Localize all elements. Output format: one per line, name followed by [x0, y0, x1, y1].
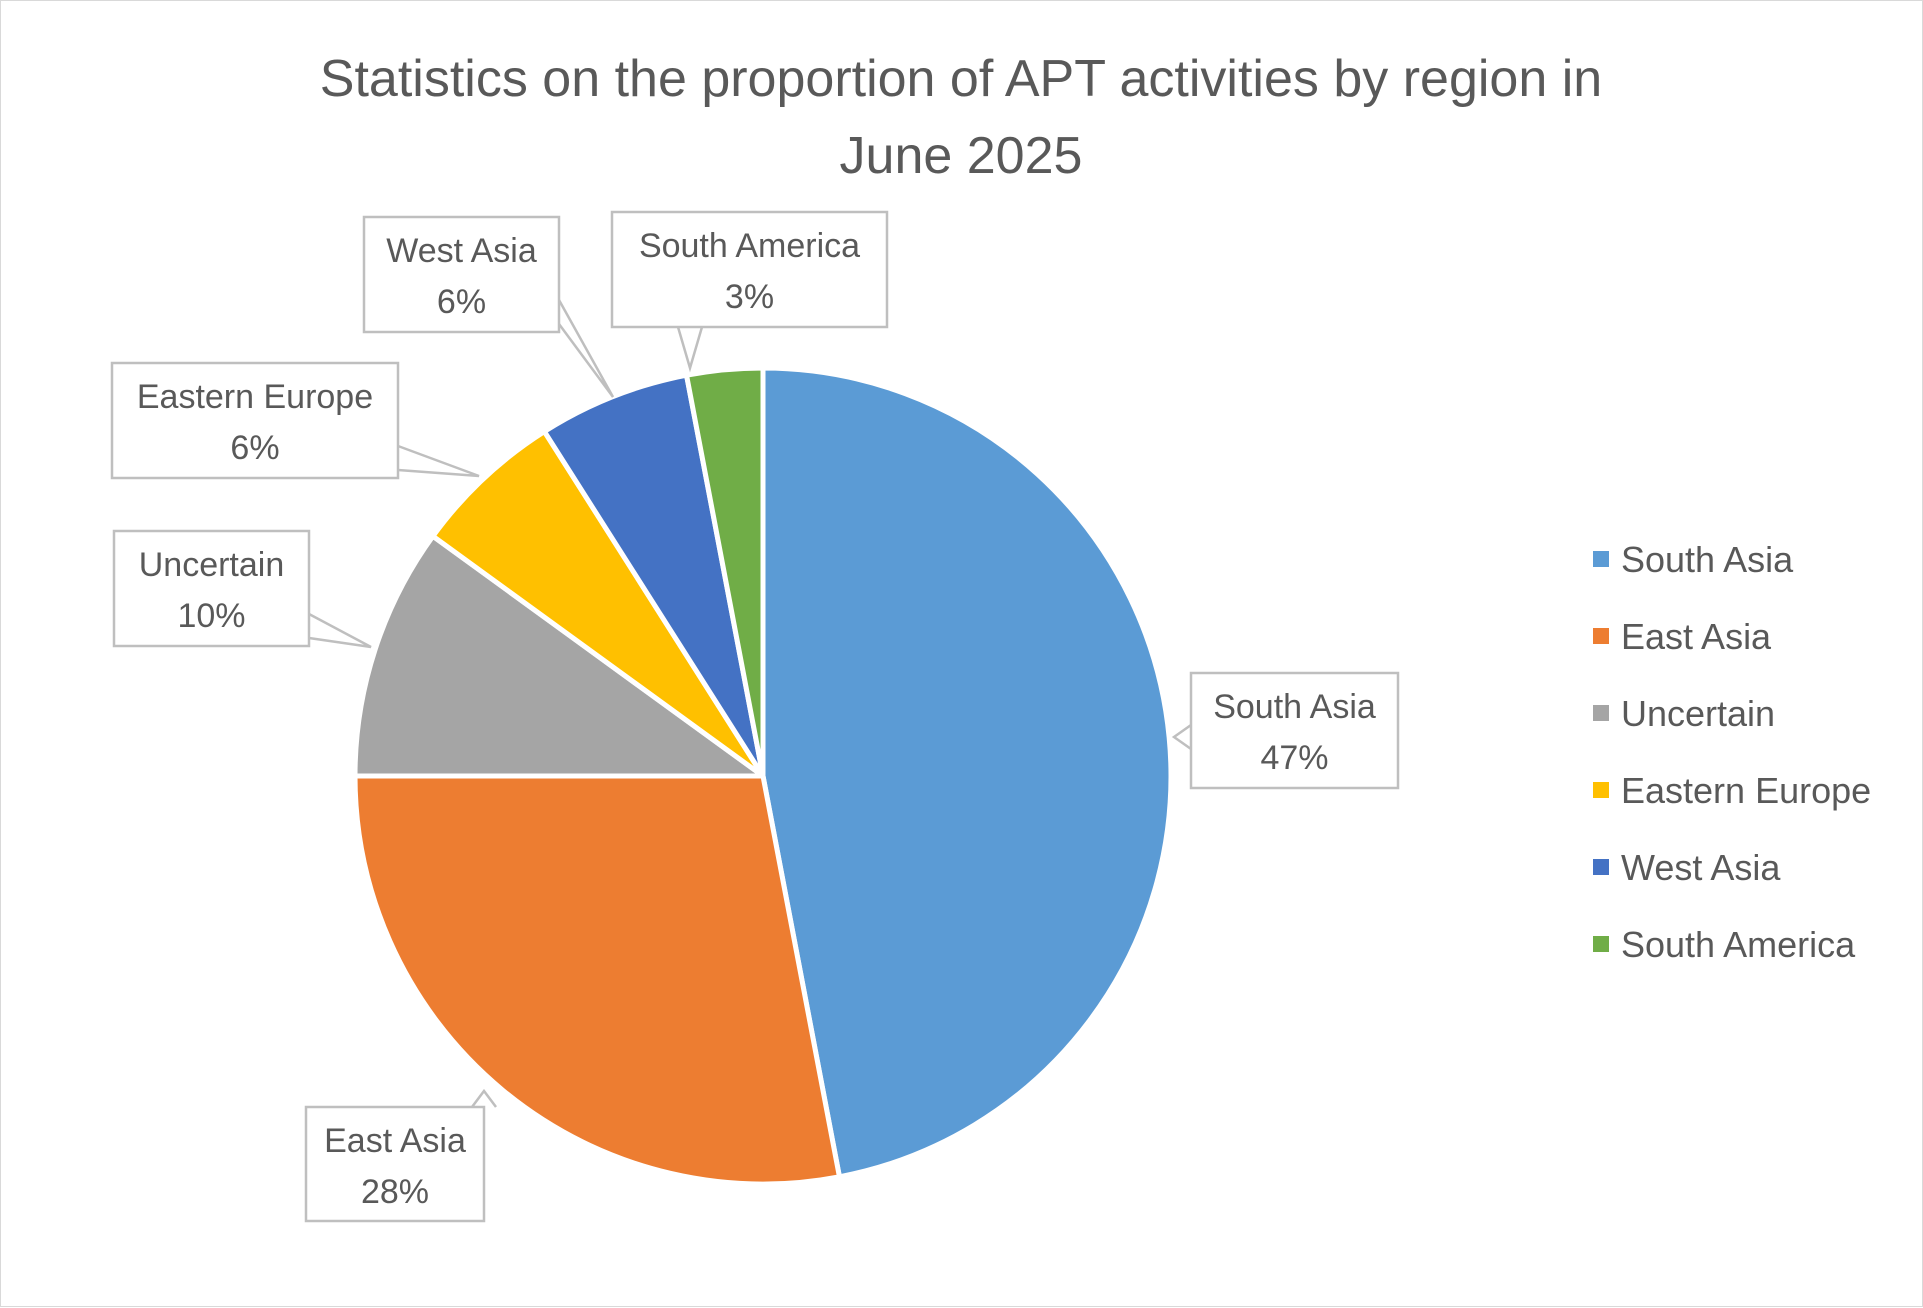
- callout-south-america: South America 3%: [610, 210, 889, 373]
- data-label-value-east-asia: 28%: [361, 1173, 429, 1211]
- data-label-value-south-asia: 47%: [1260, 739, 1328, 777]
- chart-title-line-2: June 2025: [840, 127, 1083, 185]
- legend-swatch-west-asia: [1593, 859, 1609, 875]
- callout-box-south-america: [610, 210, 889, 329]
- chart-title-line-1: Statistics on the proportion of APT acti…: [320, 50, 1602, 108]
- legend-item-east-asia: East Asia: [1593, 616, 1772, 657]
- legend-label-south-america: South America: [1621, 924, 1856, 965]
- callout-leader-uncertain: [308, 612, 372, 649]
- legend-item-eastern-europe: Eastern Europe: [1593, 770, 1871, 811]
- pie-slice-east-asia: [352, 773, 842, 1187]
- legend-swatch-south-america: [1593, 936, 1609, 952]
- callout-uncertain: Uncertain 10%: [112, 529, 372, 649]
- callout-south-asia: South Asia 47%: [1171, 671, 1400, 790]
- legend-item-west-asia: West Asia: [1593, 847, 1781, 888]
- pie-slices: [352, 365, 1174, 1187]
- callout-leader-eastern-europe: [397, 444, 480, 478]
- data-label-category-south-america: South America: [639, 227, 860, 265]
- callout-box-east-asia: [304, 1105, 486, 1223]
- data-label-category-west-asia: West Asia: [386, 232, 537, 270]
- legend-label-eastern-europe: Eastern Europe: [1621, 770, 1871, 811]
- legend-swatch-east-asia: [1593, 628, 1609, 644]
- legend: South Asia East Asia Uncertain Eastern Euro…: [1593, 539, 1871, 965]
- callout-leader-west-asia: [557, 299, 615, 398]
- legend-item-uncertain: Uncertain: [1593, 693, 1775, 734]
- callout-eastern-europe: Eastern Europe 6%: [110, 361, 480, 480]
- callout-leader-south-asia: [1171, 723, 1192, 751]
- callout-box-south-asia: [1189, 671, 1400, 790]
- pie-slice-south-asia: [760, 365, 1174, 1180]
- legend-label-west-asia: West Asia: [1621, 847, 1781, 888]
- legend-label-east-asia: East Asia: [1621, 616, 1772, 657]
- data-label-value-uncertain: 10%: [177, 597, 245, 635]
- legend-swatch-south-asia: [1593, 551, 1609, 567]
- pie-slice-eastern-europe: [430, 429, 766, 779]
- chart-title: Statistics on the proportion of APT acti…: [320, 50, 1602, 185]
- data-label-callouts: South Asia 47% East Asia 28% Uncertain 10% Eas…: [110, 210, 1400, 1223]
- callout-box-eastern-europe: [110, 361, 400, 480]
- legend-label-uncertain: Uncertain: [1621, 693, 1775, 734]
- legend-item-south-asia: South Asia: [1593, 539, 1794, 580]
- data-label-value-eastern-europe: 6%: [230, 429, 279, 467]
- data-label-value-south-america: 3%: [725, 278, 774, 316]
- legend-swatch-uncertain: [1593, 705, 1609, 721]
- callout-leader-south-america: [676, 326, 704, 373]
- callout-box-uncertain: [112, 529, 311, 648]
- data-label-category-uncertain: Uncertain: [139, 546, 285, 584]
- legend-swatch-eastern-europe: [1593, 782, 1609, 798]
- data-label-category-south-asia: South Asia: [1213, 688, 1376, 726]
- callout-leader-east-asia: [471, 1088, 497, 1108]
- callout-box-west-asia: [362, 215, 561, 334]
- callout-east-asia: East Asia 28%: [304, 1088, 497, 1223]
- data-label-category-east-asia: East Asia: [324, 1122, 466, 1160]
- pie-slice-south-america: [684, 365, 766, 779]
- data-label-category-eastern-europe: Eastern Europe: [137, 378, 373, 416]
- callout-west-asia: West Asia 6%: [362, 215, 615, 398]
- legend-item-south-america: South America: [1593, 924, 1856, 965]
- data-label-value-west-asia: 6%: [437, 283, 486, 321]
- legend-label-south-asia: South Asia: [1621, 539, 1794, 580]
- pie-slice-uncertain: [352, 533, 766, 779]
